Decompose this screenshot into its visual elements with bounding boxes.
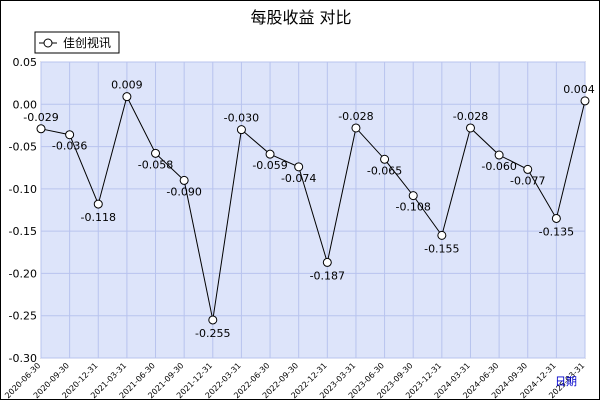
y-tick-label: -0.15: [9, 225, 37, 238]
data-label: -0.058: [138, 158, 173, 171]
plot-area: [40, 61, 586, 359]
y-tick-label: 0.00: [13, 98, 38, 111]
data-label: -0.118: [81, 211, 116, 224]
data-point: [437, 230, 447, 240]
y-tick-label: -0.25: [9, 310, 37, 323]
data-point: [236, 125, 246, 135]
x-axis-name: 日期: [555, 375, 577, 388]
legend: 佳创视讯: [34, 31, 120, 54]
data-point: [208, 315, 218, 325]
data-point: [351, 123, 361, 133]
x-axis-ticks: 2020-06-302020-09-302020-12-312021-03-31…: [3, 361, 586, 400]
data-label: -0.255: [195, 327, 230, 340]
chart-title: 每股收益 对比: [250, 8, 351, 27]
data-label: -0.060: [481, 160, 516, 173]
data-label: -0.074: [281, 172, 316, 185]
data-label: -0.108: [395, 201, 430, 214]
data-point: [294, 162, 304, 172]
data-label: 0.009: [111, 79, 143, 92]
data-label: -0.028: [338, 110, 373, 123]
data-point: [465, 123, 475, 133]
grid-lines: [40, 61, 586, 359]
data-point: [179, 175, 189, 185]
data-point: [36, 124, 46, 134]
data-point: [408, 191, 418, 201]
data-point: [551, 213, 561, 223]
data-point: [523, 164, 533, 174]
y-axis-ticks: 0.05 0.00 -0.05 -0.10 -0.15 -0.20 -0.25 -0.30: [9, 56, 37, 365]
data-label: -0.065: [367, 164, 402, 177]
data-point: [65, 130, 75, 140]
data-label: -0.155: [424, 242, 459, 255]
series-markers: [36, 92, 590, 325]
y-tick-label: -0.30: [9, 352, 37, 365]
data-point: [322, 257, 332, 267]
data-label: -0.028: [453, 110, 488, 123]
data-label: -0.030: [224, 112, 259, 125]
data-point: [380, 154, 390, 164]
series-line: [40, 95, 586, 321]
data-label: -0.090: [166, 185, 201, 198]
data-point: [93, 199, 103, 209]
data-point: [265, 149, 275, 159]
data-label: -0.036: [52, 140, 87, 153]
legend-box: [34, 31, 120, 54]
data-label: -0.077: [510, 174, 545, 187]
data-label: -0.029: [23, 111, 58, 124]
data-point: [122, 92, 132, 102]
y-tick-label: 0.05: [13, 56, 38, 69]
data-label: -0.059: [252, 159, 287, 172]
y-tick-label: -0.05: [9, 141, 37, 154]
data-point: [494, 150, 504, 160]
data-point: [151, 148, 161, 158]
data-label: 0.004: [563, 83, 595, 96]
legend-marker-icon: [43, 38, 53, 48]
data-point: [580, 96, 590, 106]
y-tick-label: -0.10: [9, 183, 37, 196]
y-tick-label: -0.20: [9, 267, 37, 280]
data-label: -0.135: [539, 225, 574, 238]
legend-series-name: 佳创视讯: [63, 35, 111, 50]
data-labels: -0.029 -0.036 -0.118 0.009 -0.058 -0.090 -0.25…: [23, 79, 594, 340]
data-label: -0.187: [310, 269, 345, 282]
